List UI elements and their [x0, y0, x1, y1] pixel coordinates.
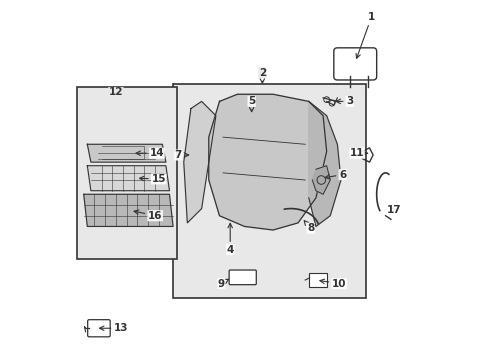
- Text: 11: 11: [349, 148, 367, 158]
- Text: 2: 2: [258, 68, 265, 83]
- Text: 17: 17: [386, 205, 401, 215]
- FancyBboxPatch shape: [87, 320, 110, 337]
- FancyBboxPatch shape: [333, 48, 376, 80]
- FancyBboxPatch shape: [77, 87, 176, 258]
- Text: 6: 6: [325, 170, 346, 180]
- Text: 13: 13: [100, 323, 128, 333]
- Polygon shape: [308, 102, 340, 226]
- Text: 4: 4: [226, 223, 233, 255]
- Bar: [308, 273, 326, 287]
- Text: 16: 16: [134, 210, 162, 221]
- Text: 1: 1: [355, 13, 374, 58]
- Polygon shape: [208, 94, 326, 230]
- Text: 12: 12: [108, 87, 123, 98]
- Text: 3: 3: [335, 96, 353, 107]
- Text: 15: 15: [139, 174, 166, 184]
- FancyBboxPatch shape: [173, 84, 365, 298]
- Polygon shape: [83, 194, 173, 226]
- Text: 10: 10: [319, 279, 346, 289]
- Polygon shape: [183, 102, 216, 223]
- Text: 5: 5: [247, 96, 255, 112]
- Text: 9: 9: [217, 279, 228, 289]
- Text: 8: 8: [304, 221, 314, 233]
- Polygon shape: [87, 166, 169, 191]
- FancyBboxPatch shape: [229, 270, 256, 285]
- Polygon shape: [87, 144, 165, 162]
- Text: 7: 7: [174, 150, 188, 160]
- Polygon shape: [312, 166, 329, 194]
- Text: 14: 14: [136, 148, 164, 158]
